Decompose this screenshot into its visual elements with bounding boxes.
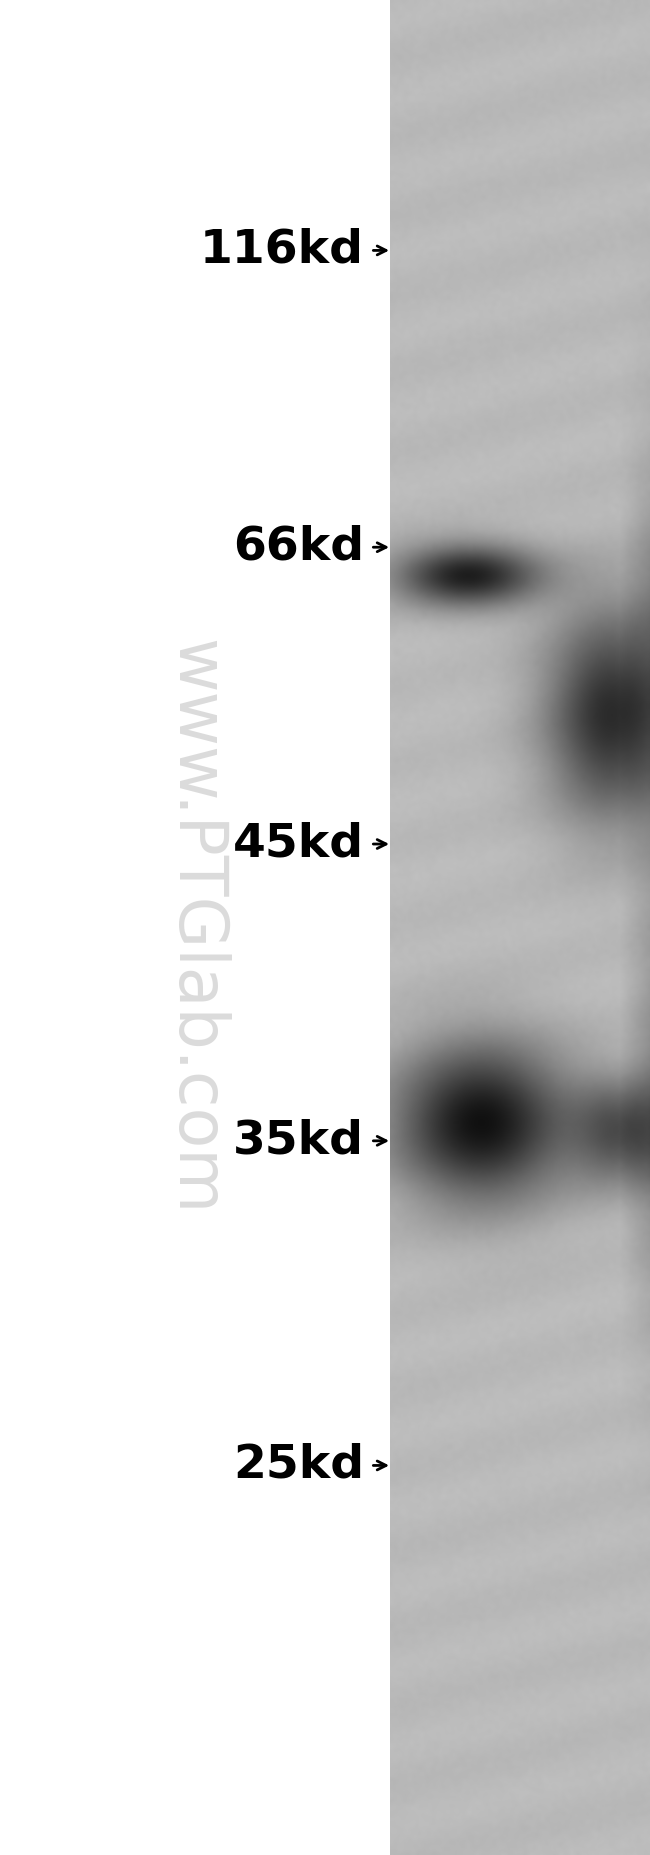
Text: 66kd: 66kd (233, 525, 364, 569)
Text: 45kd: 45kd (233, 822, 364, 866)
Text: 35kd: 35kd (233, 1119, 364, 1163)
Text: 25kd: 25kd (233, 1443, 364, 1488)
Text: www.PTGlab.com: www.PTGlab.com (162, 640, 228, 1215)
Text: 116kd: 116kd (200, 228, 364, 273)
